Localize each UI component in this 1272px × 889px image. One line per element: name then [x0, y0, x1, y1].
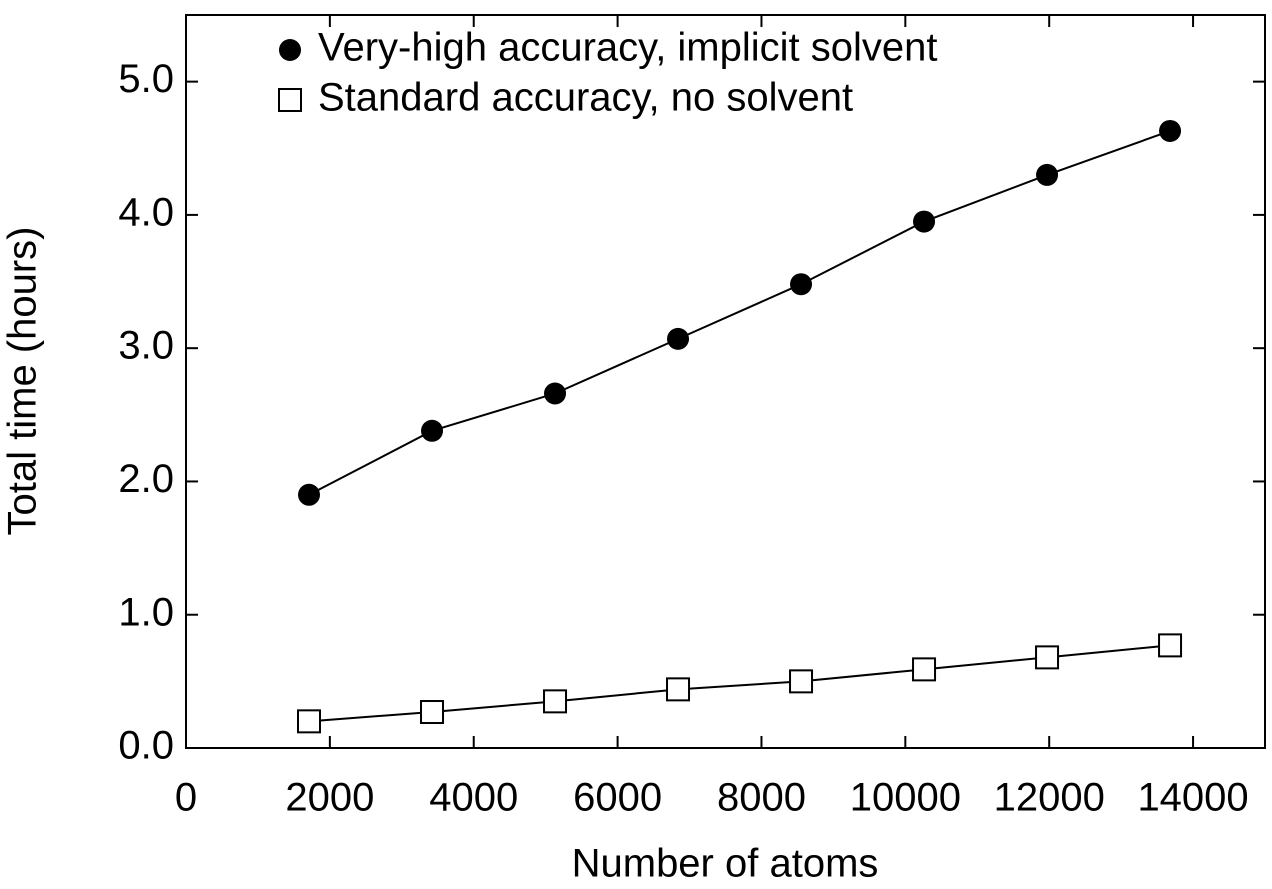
series-line — [308, 130, 1171, 496]
point — [789, 669, 814, 694]
point — [544, 382, 567, 405]
x-tick-label: 12000 — [994, 776, 1105, 820]
legend-marker — [279, 39, 301, 61]
y-tick-label: 4.0 — [118, 190, 174, 234]
x-tick-label: 0 — [175, 776, 197, 820]
y-tick-label: 1.0 — [118, 590, 174, 634]
y-tick-label: 2.0 — [118, 457, 174, 501]
x-tick-label: 14000 — [1137, 776, 1248, 820]
point — [790, 273, 813, 296]
legend-marker — [278, 88, 302, 112]
plot-frame — [185, 14, 1266, 749]
point — [667, 327, 690, 350]
y-tick-label: 3.0 — [118, 324, 174, 368]
legend-label: Very-high accuracy, implicit solvent — [318, 26, 938, 70]
y-tick-label: 0.0 — [118, 724, 174, 768]
point — [543, 689, 568, 714]
point — [913, 210, 936, 233]
point — [421, 419, 444, 442]
y-tick-label: 5.0 — [118, 57, 174, 101]
point — [912, 657, 937, 682]
x-axis-label: Number of atoms — [572, 842, 879, 886]
x-tick-label: 4000 — [429, 776, 518, 820]
point — [1035, 645, 1060, 670]
point — [420, 700, 445, 725]
point — [1036, 163, 1059, 186]
point — [1158, 633, 1183, 658]
x-tick-label: 8000 — [717, 776, 806, 820]
point — [297, 709, 322, 734]
x-tick-label: 2000 — [285, 776, 374, 820]
point — [298, 483, 321, 506]
point — [666, 677, 691, 702]
point — [1159, 119, 1182, 142]
x-tick-label: 10000 — [850, 776, 961, 820]
legend-label: Standard accuracy, no solvent — [318, 76, 853, 120]
y-axis-label: Total time (hours) — [1, 227, 45, 536]
x-tick-label: 6000 — [573, 776, 662, 820]
series-line — [308, 644, 1171, 723]
